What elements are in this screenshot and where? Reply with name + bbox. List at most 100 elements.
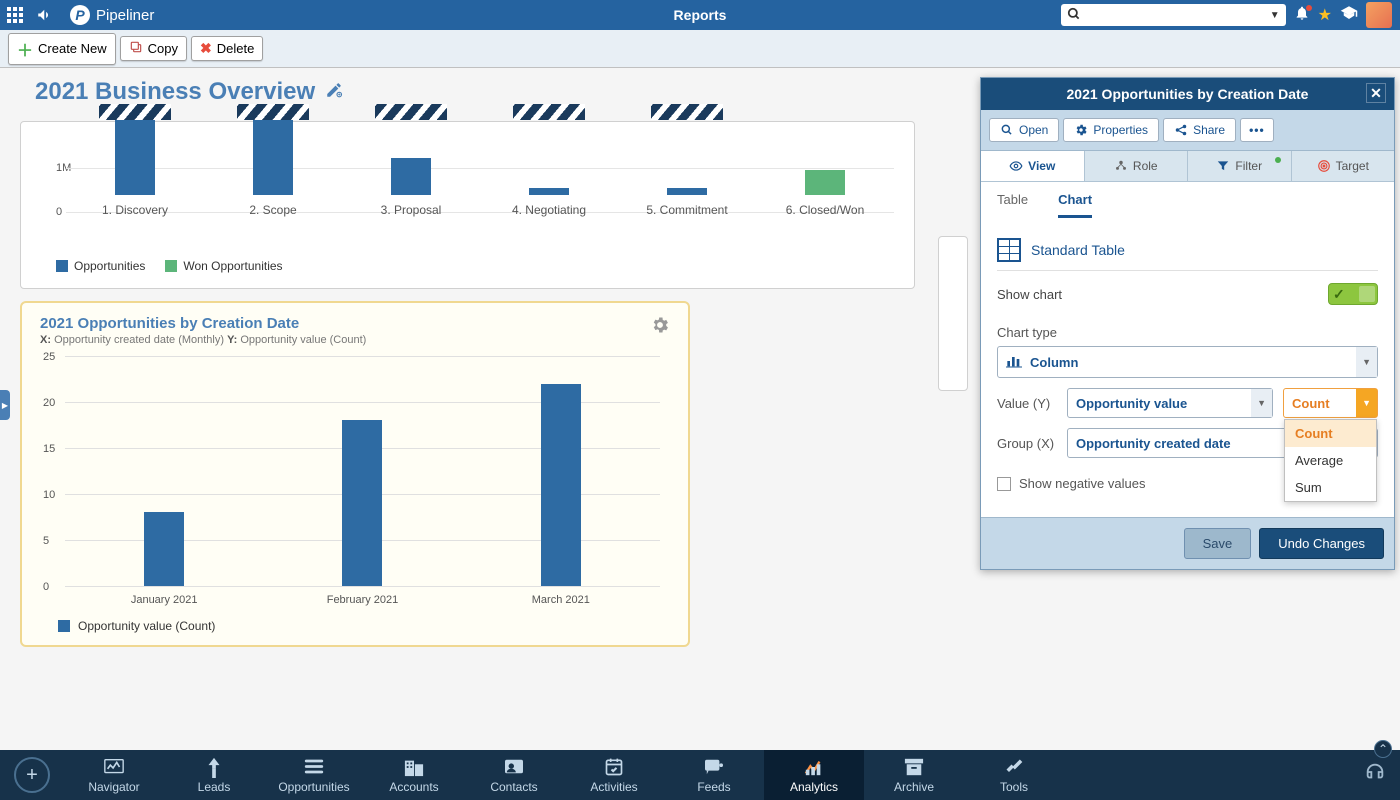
nav-item-tools[interactable]: Tools (964, 750, 1064, 800)
undo-changes-button[interactable]: Undo Changes (1259, 528, 1384, 559)
chart2-legend: Opportunity value (Count) (58, 619, 670, 633)
tab-target[interactable]: Target (1292, 151, 1395, 181)
standard-table-row[interactable]: Standard Table (997, 230, 1378, 271)
opportunities-by-creation-date-panel[interactable]: 2021 Opportunities by Creation Date X: O… (20, 301, 690, 647)
nav-item-navigator[interactable]: Navigator (64, 750, 164, 800)
apps-grid-icon[interactable] (0, 0, 30, 30)
nav-right: ⌃ (1364, 761, 1400, 789)
nav-item-label: Navigator (88, 780, 139, 794)
expand-nav-icon[interactable]: ⌃ (1374, 740, 1392, 758)
legend-swatch-won (165, 260, 177, 272)
column-chart-icon (1006, 354, 1022, 371)
chart1-bar (253, 110, 293, 195)
leads-icon (204, 756, 224, 778)
chart1-overflow-indicator (651, 104, 723, 120)
tab-view[interactable]: View (981, 151, 1085, 181)
show-negative-checkbox[interactable] (997, 477, 1011, 491)
close-panel-button[interactable]: ✕ (1366, 83, 1386, 103)
logo-icon: P (70, 5, 90, 25)
chart2-bars: January 2021February 2021March 2021 (65, 356, 660, 586)
search-dropdown-icon[interactable]: ▼ (1270, 10, 1280, 21)
nav-item-label: Activities (590, 780, 637, 794)
chart1-overflow-indicator (237, 104, 309, 120)
chart1-category-label: 5. Commitment (646, 203, 727, 217)
share-button[interactable]: Share (1163, 118, 1236, 142)
user-avatar[interactable] (1366, 2, 1392, 28)
chart1-legend: Opportunities Won Opportunities (56, 259, 894, 273)
page-title: 2021 Business Overview (35, 78, 315, 106)
chart1-bars: 1. Discovery2. Scope3. Proposal4. Negoti… (66, 132, 894, 217)
nav-item-archive[interactable]: Archive (864, 750, 964, 800)
nav-item-feeds[interactable]: Feeds (664, 750, 764, 800)
open-button[interactable]: Open (989, 118, 1059, 142)
nav-item-accounts[interactable]: Accounts (364, 750, 464, 800)
aggregation-option[interactable]: Sum (1285, 474, 1376, 501)
aggregation-option[interactable]: Average (1285, 447, 1376, 474)
left-panel-expand-handle[interactable]: ▶ (0, 390, 10, 420)
save-button[interactable]: Save (1184, 528, 1252, 559)
tab-filter[interactable]: Filter (1188, 151, 1292, 181)
nav-item-leads[interactable]: Leads (164, 750, 264, 800)
aggregation-dropdown: CountAverageSum (1284, 419, 1377, 502)
aggregation-option[interactable]: Count (1285, 420, 1376, 447)
toggle-handle (1359, 286, 1375, 302)
nav-item-contacts[interactable]: Contacts (464, 750, 564, 800)
copy-icon (129, 40, 143, 57)
quick-add-button[interactable]: + (14, 757, 50, 793)
analytics-icon (803, 756, 825, 778)
brand-logo[interactable]: P Pipeliner (60, 5, 164, 25)
chart2-ytick: 20 (43, 397, 55, 409)
nav-item-label: Leads (198, 780, 231, 794)
chart1-category: 3. Proposal (346, 110, 476, 217)
chart2-settings-icon[interactable] (650, 315, 670, 340)
chart1-legend-won: Won Opportunities (165, 259, 282, 273)
show-chart-label: Show chart (997, 287, 1062, 302)
notifications-icon[interactable] (1294, 5, 1310, 26)
edit-title-icon[interactable] (325, 81, 343, 104)
announcements-icon[interactable] (30, 0, 60, 30)
config-panel-title: 2021 Opportunities by Creation Date (1067, 86, 1309, 102)
more-actions-button[interactable]: ••• (1240, 118, 1274, 142)
config-body: Standard Table Show chart ✓ Chart type C… (981, 218, 1394, 517)
subtab-table[interactable]: Table (997, 192, 1028, 218)
delete-label: Delete (217, 41, 255, 56)
chart-type-select[interactable]: Column ▼ (997, 346, 1378, 378)
config-panel-header: 2021 Opportunities by Creation Date ✕ (981, 78, 1394, 110)
help-icon[interactable] (1340, 4, 1358, 27)
table-icon (997, 238, 1021, 262)
chart-config-panel: 2021 Opportunities by Creation Date ✕ Op… (980, 77, 1395, 570)
chart1-category-label: 6. Closed/Won (786, 203, 865, 217)
top-header: P Pipeliner Reports ▼ ★ (0, 0, 1400, 30)
chart2-ytick: 15 (43, 443, 55, 455)
nav-item-activities[interactable]: Activities (564, 750, 664, 800)
tab-role[interactable]: Role (1085, 151, 1189, 181)
create-new-button[interactable]: ＋ Create New (8, 33, 116, 65)
tools-icon (1004, 756, 1024, 778)
chart1-plot: 1M 0 1. Discovery2. Scope3. Proposal4. N… (56, 132, 894, 247)
support-icon[interactable] (1364, 761, 1386, 789)
copy-button[interactable]: Copy (120, 36, 187, 61)
properties-button[interactable]: Properties (1063, 118, 1159, 142)
action-toolbar: ＋ Create New Copy ✖ Delete (0, 30, 1400, 68)
config-panel-tabs: View Role Filter Target (981, 151, 1394, 182)
delete-button[interactable]: ✖ Delete (191, 36, 263, 61)
favorites-icon[interactable]: ★ (1318, 5, 1332, 25)
global-search[interactable]: ▼ (1061, 4, 1286, 26)
show-negative-label: Show negative values (1019, 476, 1145, 491)
value-y-select[interactable]: Opportunity value ▼ (1067, 388, 1273, 418)
chart1-category-label: 3. Proposal (381, 203, 442, 217)
chevron-down-icon: ▼ (1251, 389, 1272, 417)
show-chart-toggle[interactable]: ✓ (1328, 283, 1378, 305)
header-left: P Pipeliner (0, 0, 164, 30)
chevron-down-icon: ▼ (1356, 389, 1377, 417)
chart1-bar (391, 158, 431, 195)
subtab-chart[interactable]: Chart (1058, 192, 1092, 218)
adjacent-panel-sliver (938, 236, 968, 391)
chart1-category-label: 4. Negotiating (512, 203, 586, 217)
nav-item-analytics[interactable]: Analytics (764, 750, 864, 800)
nav-item-opportunities[interactable]: Opportunities (264, 750, 364, 800)
value-y-row: Value (Y) Opportunity value ▼ Count ▼ Co… (997, 388, 1378, 418)
create-new-label: Create New (38, 41, 107, 56)
aggregation-select[interactable]: Count ▼ CountAverageSum 👆 (1283, 388, 1378, 418)
activities-icon (604, 756, 624, 778)
